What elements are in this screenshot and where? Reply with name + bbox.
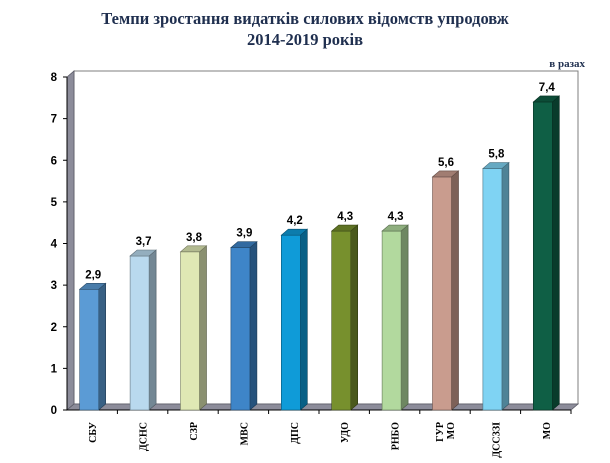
bar-side: [249, 241, 258, 411]
bar-front: [432, 176, 452, 411]
x-tick-label-line: МО: [446, 422, 457, 439]
x-tick-label: ДСНС: [139, 422, 150, 451]
y-tick-label: 1: [51, 363, 58, 375]
bar-top: [179, 245, 208, 253]
bar: 7,4: [532, 82, 561, 411]
bar: 4,3: [381, 211, 409, 411]
data-label: 4,3: [337, 211, 353, 223]
left-wall: [66, 70, 75, 411]
bar: 3,9: [230, 228, 258, 411]
bar-top: [230, 241, 258, 248]
bar: 4,3: [330, 211, 359, 411]
bar-front: [331, 230, 352, 411]
bar-side: [551, 95, 560, 411]
x-tick-label: ДПС: [290, 422, 301, 444]
bar: 3,8: [179, 232, 208, 411]
y-tick-label: 8: [51, 72, 58, 84]
x-tick-label: МВС: [239, 422, 250, 445]
x-tick-label: РНБО: [391, 422, 402, 450]
y-tick-label: 4: [51, 239, 58, 251]
bar-side: [501, 161, 510, 411]
data-label: 5,8: [488, 149, 505, 161]
bar-side: [350, 224, 359, 411]
x-tick-label: ДССЗЗІ: [491, 422, 502, 458]
bar-front: [230, 247, 251, 411]
y-tick-label: 5: [51, 197, 58, 209]
bar: 2,9: [78, 269, 107, 411]
x-tick-label: СЗР: [189, 422, 200, 441]
y-tick-label: 0: [51, 405, 57, 417]
bar: 4,2: [280, 215, 309, 411]
data-label: 3,8: [186, 232, 203, 244]
data-label: 4,2: [287, 215, 303, 227]
bar-top: [129, 249, 157, 257]
bar-front: [79, 288, 99, 411]
chart-title-line-1: Темпи зростання видатків силових відомст…: [101, 9, 509, 28]
y-tick-label: 2: [51, 322, 57, 334]
y-tick-label: 6: [51, 155, 57, 167]
y-axis: 0 1 2 3 4 5 6 7 8: [51, 72, 67, 417]
bar-front: [280, 234, 301, 411]
data-label: 7,4: [539, 82, 556, 94]
chart-title: Темпи зростання видатків силових відомст…: [0, 8, 610, 50]
bars-group: 2,9 3,7 3,8 3,9 4,2 4,3 4,3 5,6 5,8 7,4: [78, 82, 561, 411]
bar-side: [98, 282, 106, 411]
data-label: 5,6: [438, 157, 454, 169]
bar-top: [482, 162, 510, 169]
bar-side: [400, 224, 409, 411]
bar-front: [180, 251, 200, 411]
bar-side: [299, 228, 308, 411]
y-tick-label: 7: [51, 114, 57, 126]
x-tick-label-line: ГУР: [435, 422, 446, 442]
bar-side: [148, 249, 157, 411]
bar-top: [330, 224, 359, 232]
bar-front: [129, 255, 150, 411]
chart-title-line-2: 2014-2019 років: [246, 30, 364, 49]
bar: 5,6: [431, 157, 460, 411]
bar-front: [381, 230, 402, 411]
bar-top: [431, 170, 460, 178]
data-label: 3,7: [136, 236, 152, 248]
bar-top: [381, 224, 409, 232]
bar: 5,8: [482, 149, 510, 411]
x-tick-label: МО: [542, 422, 553, 439]
bar-top: [78, 282, 107, 290]
x-tick-label: СБУ: [88, 421, 99, 442]
data-label: 4,3: [388, 211, 404, 223]
data-label: 3,9: [236, 228, 252, 240]
x-axis: СБУ ДСНС СЗР МВС ДПС УДО РНБО ГУРМО ДССЗЗІ МО: [88, 410, 572, 458]
bar-top: [532, 95, 561, 103]
bar-top: [280, 228, 309, 236]
bar: 3,7: [129, 236, 157, 411]
data-label: 2,9: [85, 269, 101, 281]
y-tick-label: 3: [51, 280, 57, 292]
unit-label: в разах: [549, 58, 585, 70]
bar-side: [451, 170, 459, 411]
x-tick-label: ГУРМО: [435, 422, 457, 442]
x-tick-label: УДО: [340, 422, 351, 443]
bar-front: [532, 101, 553, 411]
bar-side: [199, 245, 207, 411]
bar-front: [482, 168, 503, 411]
